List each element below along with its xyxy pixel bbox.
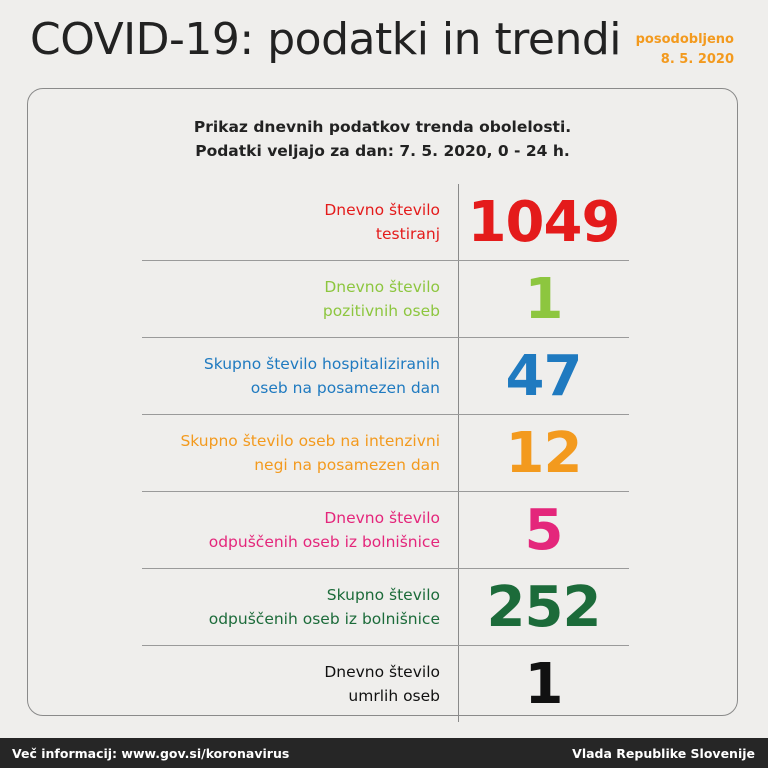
stat-label: Dnevno število pozitivnih oseb — [322, 278, 440, 320]
subtitle-line-1: Prikaz dnevnih podatkov trenda obolelost… — [193, 118, 572, 136]
stat-label: Skupno število odpuščenih oseb iz bolnišn… — [208, 586, 440, 628]
stat-row-positive: Dnevno število pozitivnih oseb 1 — [142, 261, 629, 338]
footer-bar: Več informacij: www.gov.si/koronavirus V… — [0, 738, 768, 768]
stat-value: 1049 — [467, 189, 621, 255]
stat-value: 47 — [505, 343, 583, 409]
stat-value: 12 — [505, 420, 583, 486]
card-subtitle: Prikaz dnevnih podatkov trenda obolelost… — [28, 115, 737, 163]
stat-label: Dnevno število testiranj — [324, 201, 440, 243]
stat-row-discharged-total: Skupno število odpuščenih oseb iz bolnišn… — [142, 569, 629, 646]
data-card: Prikaz dnevnih podatkov trenda obolelost… — [27, 88, 738, 722]
more-info-link[interactable]: Več informacij: www.gov.si/koronavirus — [12, 746, 290, 761]
subtitle-line-2: Podatki veljajo za dan: 7. 5. 2020, 0 - … — [195, 142, 570, 160]
stat-row-intensive-care: Skupno število oseb na intenzivni negi na… — [142, 415, 629, 492]
stat-row-hospitalized: Skupno število hospitaliziranih oseb na p… — [142, 338, 629, 415]
page-title: COVID-19: podatki in trendi — [30, 14, 621, 65]
stat-value: 1 — [524, 651, 564, 717]
updated-label: posodobljeno — [635, 32, 734, 47]
stat-value: 252 — [486, 574, 602, 640]
stat-row-tests: Dnevno število testiranj 1049 — [142, 184, 629, 261]
publisher-label: Vlada Republike Slovenije — [572, 746, 755, 761]
updated-date: 8. 5. 2020 — [660, 52, 734, 67]
stats-table: Dnevno število testiranj 1049 Dnevno štev… — [142, 184, 629, 722]
updated-info: posodobljeno 8. 5. 2020 — [636, 30, 734, 70]
stat-label: Skupno število oseb na intenzivni negi na… — [180, 432, 440, 474]
stat-row-discharged-daily: Dnevno število odpuščenih oseb iz bolnišn… — [142, 492, 629, 569]
stat-value: 1 — [524, 266, 564, 332]
stat-label: Dnevno število umrlih oseb — [324, 663, 440, 705]
stat-value: 5 — [524, 497, 564, 563]
stat-row-deaths: Dnevno število umrlih oseb 1 — [142, 646, 629, 722]
stat-label: Dnevno število odpuščenih oseb iz bolnišn… — [208, 509, 440, 551]
stat-label: Skupno število hospitaliziranih oseb na p… — [203, 355, 440, 397]
